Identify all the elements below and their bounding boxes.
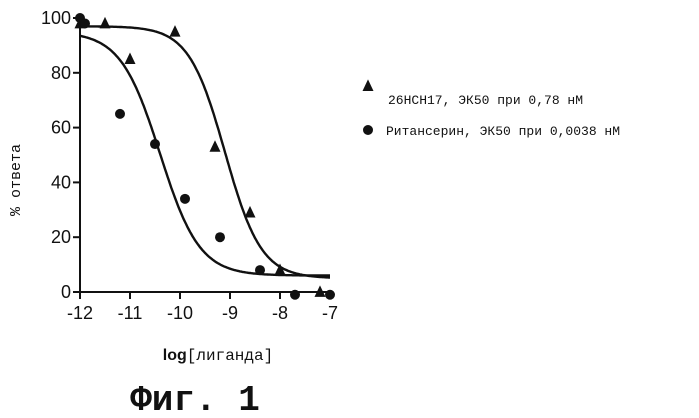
legend-label-series-1: 26HCH17, ЭК50 при 0,78 нМ [388,93,583,108]
y-tick-label: 100 [41,8,71,28]
x-tick-label: -12 [67,303,93,323]
x-tick-label: -7 [322,303,338,323]
y-tick-label: 0 [61,282,71,302]
legend: 26HCH17, ЭК50 при 0,78 нМ Ритансерин, ЭК5… [363,79,621,139]
x-tick-label: -11 [118,303,143,323]
data-point-series-2 [150,139,160,149]
data-point-series-1 [125,53,136,65]
legend-marker-series-2 [363,125,373,135]
x-tick-label: -8 [272,303,288,323]
data-point-series-2 [290,290,300,300]
x-axis-label-prefix: log [163,347,187,364]
fit-curve-series-1 [80,26,330,277]
data-point-series-2 [325,290,335,300]
x-axis-label-suffix: [лиганда] [187,347,273,365]
data-point-series-1 [245,206,256,218]
data-point-series-1 [100,17,111,29]
data-point-series-1 [170,25,181,36]
data-point-series-2 [80,18,90,28]
data-point-series-2 [255,265,265,275]
legend-label-series-2: Ритансерин, ЭК50 при 0,0038 нМ [386,124,620,139]
fit-curve-series-2 [80,36,330,276]
data-point-series-2 [215,232,225,242]
legend-marker-series-1 [363,79,374,91]
data-point-series-2 [115,109,125,119]
y-tick-label: 20 [51,227,71,247]
y-axis-label: % ответа [8,144,25,216]
data-point-series-2 [180,194,190,204]
y-tick-label: 40 [51,172,71,192]
x-axis-label: log[лиганда] [163,347,273,365]
plot-area: -12 -11 -10 -9 -8 -7 0 20 40 60 80 100 [41,8,338,323]
figure-caption: Фиг. 1 [130,380,260,418]
y-tick-label: 60 [51,118,71,138]
x-tick-label: -9 [222,303,238,323]
data-point-series-1 [210,140,221,152]
y-tick-label: 80 [51,63,71,83]
x-tick-label: -10 [167,303,193,323]
